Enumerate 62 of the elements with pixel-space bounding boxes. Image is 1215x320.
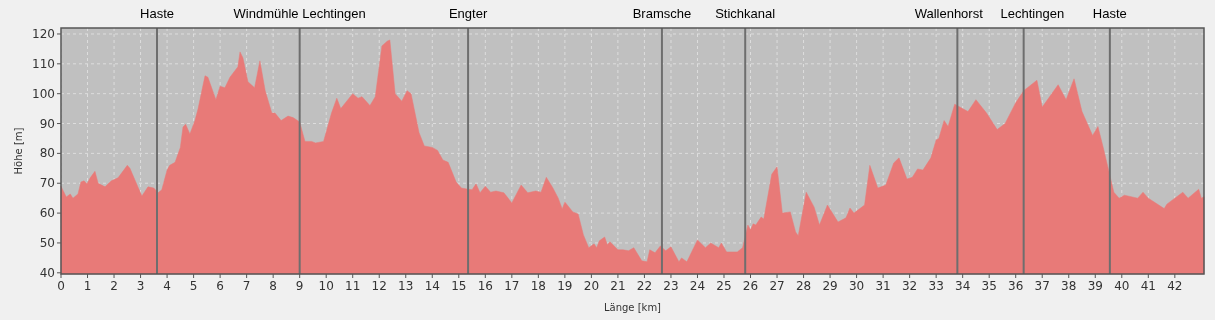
x-tick-label: 39 — [1087, 279, 1103, 293]
x-tick-label: 16 — [477, 279, 493, 293]
x-tick-label: 12 — [371, 279, 387, 293]
ref-line-label: Engter — [448, 6, 488, 21]
y-tick-label: 40 — [39, 265, 55, 280]
x-tick-label: 22 — [636, 279, 653, 293]
y-tick-label: 100 — [32, 86, 55, 101]
x-tick-label: 20 — [583, 279, 600, 293]
x-tick-label: 15 — [451, 279, 467, 293]
x-tick-label: 19 — [557, 279, 573, 293]
x-tick-label: 17 — [504, 279, 520, 293]
x-tick-label: 24 — [689, 279, 706, 293]
ref-line-label: Stichkanal — [715, 6, 776, 21]
x-tick-label: 2 — [110, 279, 118, 293]
x-tick-label: 18 — [530, 279, 546, 293]
x-tick-label: 9 — [295, 279, 304, 293]
y-tick-label: 60 — [39, 206, 55, 221]
y-tick-label: 120 — [32, 26, 55, 41]
x-tick-label: 23 — [663, 279, 679, 293]
y-tick-label: 110 — [32, 56, 55, 71]
x-axis-title: Länge [km] — [603, 302, 662, 313]
x-tick-label: 5 — [189, 279, 198, 293]
x-tick-label: 0 — [57, 279, 65, 293]
x-tick-label: 37 — [1034, 279, 1050, 293]
x-tick-label: 10 — [318, 279, 334, 293]
x-tick-label: 26 — [742, 279, 759, 293]
x-tick-label: 34 — [955, 279, 971, 293]
x-tick-label: 35 — [981, 279, 997, 293]
y-tick-label: 50 — [39, 235, 55, 250]
x-tick-label: 6 — [216, 279, 224, 293]
x-tick-label: 31 — [875, 279, 891, 293]
x-tick-label: 38 — [1061, 279, 1077, 293]
x-tick-label: 40 — [1114, 279, 1130, 293]
y-tick-label: 70 — [39, 176, 55, 191]
ref-line-label: Haste — [1092, 6, 1127, 21]
x-tick-label: 28 — [795, 279, 812, 293]
x-tick-label: 32 — [901, 279, 918, 293]
x-tick-label: 11 — [345, 279, 361, 293]
y-axis-title: Höhe [m] — [13, 127, 24, 175]
x-tick-label: 8 — [269, 279, 277, 293]
x-tick-label: 25 — [716, 279, 732, 293]
x-tick-label: 36 — [1008, 279, 1024, 293]
x-tick-label: 13 — [398, 279, 414, 293]
x-tick-label: 41 — [1140, 279, 1156, 293]
y-tick-label: 90 — [39, 116, 55, 131]
x-tick-label: 3 — [136, 279, 145, 293]
ref-line-label: Haste — [140, 6, 174, 21]
x-tick-label: 42 — [1167, 279, 1183, 293]
ref-line-label: Windmühle Lechtingen — [233, 6, 366, 21]
x-tick-label: 4 — [163, 279, 171, 293]
x-tick-label: 30 — [848, 279, 865, 293]
ref-line-label: Wallenhorst — [914, 6, 984, 21]
x-tick-label: 14 — [424, 279, 440, 293]
x-tick-label: 1 — [83, 279, 92, 293]
x-tick-label: 21 — [610, 279, 626, 293]
ref-line-label: Lechtingen — [1000, 6, 1065, 21]
x-tick-label: 27 — [769, 279, 785, 293]
x-tick-label: 29 — [822, 279, 838, 293]
y-tick-label: 80 — [39, 146, 55, 161]
ref-line-label: Bramsche — [632, 6, 692, 21]
x-tick-label: 33 — [928, 279, 944, 293]
x-tick-label: 7 — [242, 279, 251, 293]
